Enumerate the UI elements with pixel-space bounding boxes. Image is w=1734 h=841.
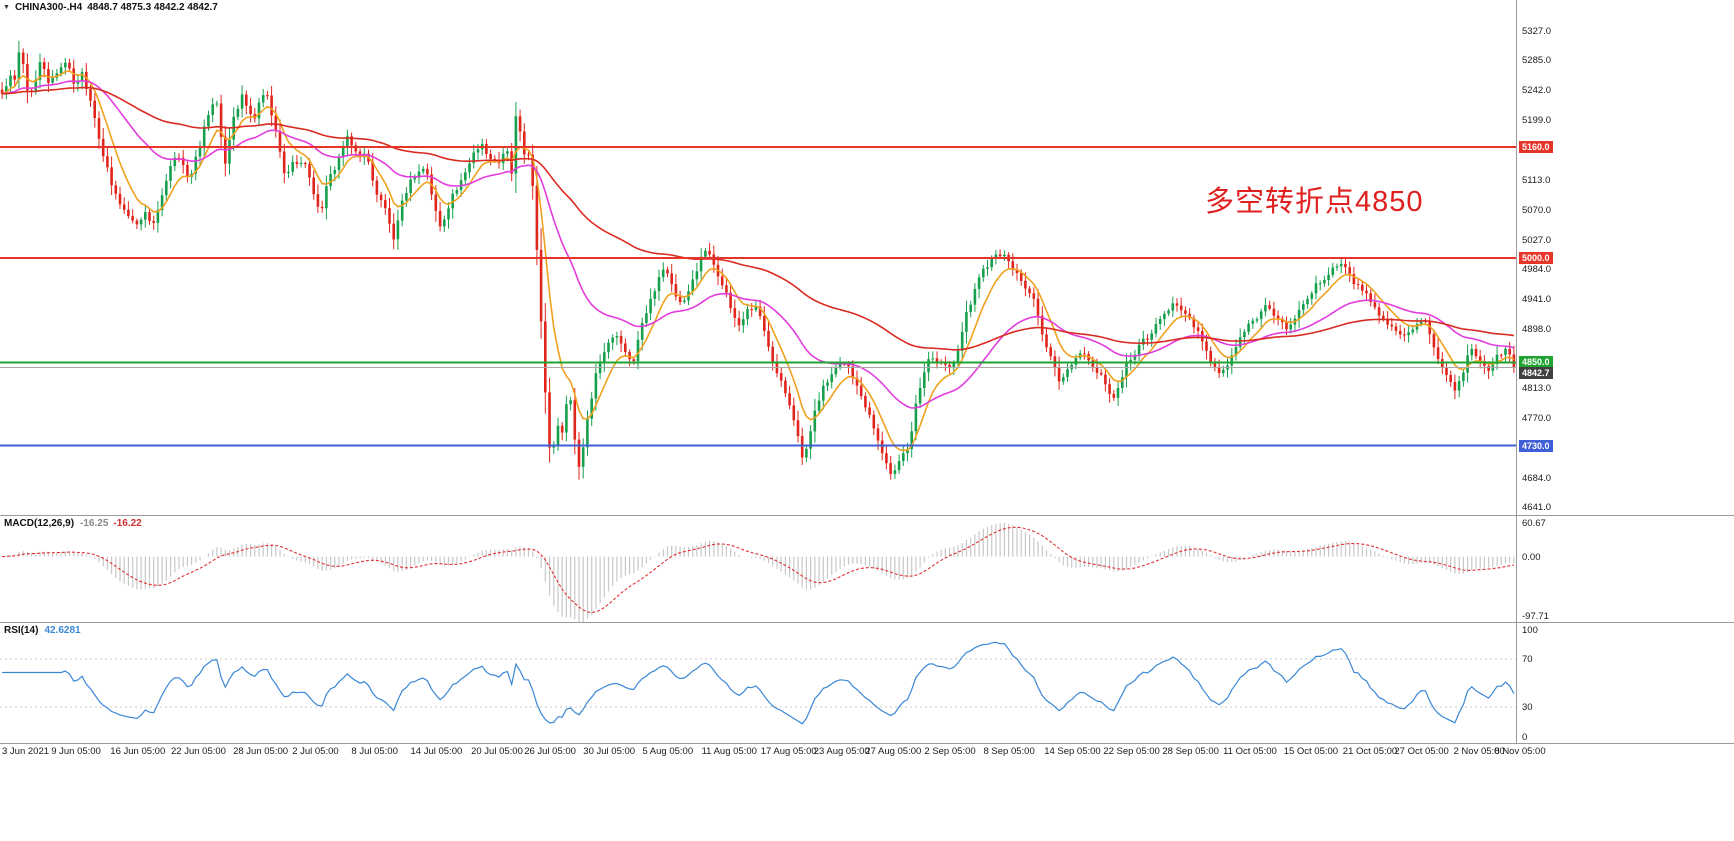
time-axis-label: 22 Sep 05:00 [1103, 746, 1160, 757]
price-axis-tick: 4898.0 [1522, 324, 1552, 335]
time-axis-label: 11 Aug 05:00 [701, 746, 757, 757]
rsi-name: RSI(14) [4, 625, 39, 636]
moving-average-lines [1, 70, 1515, 452]
price-chart-pane[interactable] [0, 0, 1516, 515]
level-price-label: 5160.0 [1519, 141, 1553, 154]
price-axis-tick: 5027.0 [1522, 234, 1552, 246]
time-axis-label: 2 Jul 05:00 [292, 746, 339, 757]
price-axis-tick: 4941.0 [1522, 294, 1552, 306]
expand-arrow-icon[interactable]: ▼ [3, 4, 10, 11]
rsi-value: 42.6281 [44, 625, 81, 636]
time-axis-label: 22 Jun 05:00 [171, 746, 226, 757]
pane-separator[interactable] [0, 622, 1734, 623]
macd-axis-label: 60.67 [1522, 518, 1546, 529]
time-axis-label: 2 Sep 05:00 [924, 746, 976, 757]
price-axis-tick: 5285.0 [1522, 55, 1552, 67]
current-price-label: 4842.7 [1519, 367, 1553, 380]
time-axis-label: 27 Oct 05:00 [1394, 746, 1449, 757]
level-price-label: 4850.0 [1519, 356, 1553, 369]
time-axis-label: 30 Jul 05:00 [583, 746, 636, 757]
time-axis-label: 28 Sep 05:00 [1162, 746, 1219, 757]
time-axis-label: 14 Jul 05:00 [410, 746, 463, 757]
time-axis-label: 9 Jun 05:00 [51, 746, 101, 757]
macd-label: MACD(12,26,9) -16.25 -16.22 [4, 518, 142, 529]
time-axis-label: 17 Aug 05:00 [760, 746, 817, 757]
macd-signal-value: -16.22 [113, 518, 142, 529]
price-axis-tick: 4641.0 [1522, 502, 1552, 514]
price-axis-tick: 4813.0 [1522, 383, 1552, 394]
macd-main-value: -16.25 [80, 518, 109, 529]
time-axis-label: 26 Jul 05:00 [524, 746, 576, 757]
time-axis-label: 21 Oct 05:00 [1342, 746, 1398, 757]
price-axis-tick: 5070.0 [1522, 204, 1552, 216]
time-axis-label: 8 Sep 05:00 [983, 746, 1035, 757]
rsi-axis-label: 30 [1522, 702, 1533, 713]
price-axis-tick: 4770.0 [1522, 412, 1552, 424]
chart-annotation-text: 多空转折点4850 [1205, 186, 1424, 218]
price-axis-tick: 5327.0 [1522, 26, 1552, 38]
price-axis-tick: 5113.0 [1522, 174, 1551, 186]
macd-indicator-pane[interactable] [0, 516, 1516, 622]
rsi-axis-label: 70 [1522, 654, 1533, 665]
time-axis-label: 3 Jun 2021 [2, 746, 50, 757]
macd-signal-line [2, 526, 1514, 614]
price-axis-tick: 4984.0 [1522, 264, 1552, 276]
level-lines [0, 146, 1516, 447]
rsi-axis-label: 100 [1522, 625, 1538, 636]
rsi-indicator-pane[interactable] [0, 623, 1516, 743]
price-axis-tick: 4684.0 [1522, 472, 1552, 484]
macd-axis-label: 0.00 [1522, 551, 1541, 563]
time-axis-label: 11 Oct 05:00 [1223, 746, 1277, 757]
candles [0, 40, 1516, 480]
time-axis-label: 23 Aug 05:00 [813, 746, 870, 757]
time-axis-label: 8 Jul 05:00 [351, 746, 398, 757]
price-axis-tick: 5199.0 [1522, 115, 1552, 127]
price-axis-tick: 5242.0 [1522, 85, 1552, 97]
time-axis-label: 15 Oct 05:00 [1283, 746, 1339, 757]
symbol-timeframe-label: CHINA300-.H4 [14, 2, 83, 13]
rsi-axis-label: 0 [1522, 732, 1528, 743]
time-axis-label: 2 Nov 05:00 [1453, 746, 1505, 757]
time-axis-label: 16 Jun 05:00 [110, 746, 166, 757]
ohlc-readout: 4848.7 4875.3 4842.2 4842.7 [87, 2, 218, 13]
rsi-label: RSI(14) 42.6281 [4, 625, 81, 636]
symbol-info-bar: ▼ CHINA300-.H4 4848.7 4875.3 4842.2 4842… [3, 2, 218, 13]
time-axis-label: 27 Aug 05:00 [865, 746, 922, 757]
pane-separator[interactable] [0, 515, 1734, 516]
macd-axis-label: -97.71 [1522, 611, 1549, 622]
time-axis-label: 8 Nov 05:00 [1494, 746, 1546, 757]
macd-histogram [5, 523, 1515, 622]
price-axis[interactable]: 5327.0 5285.0 5242.0 5199.0 5113.0 5070.0 5027… [1516, 0, 1734, 744]
rsi-line [2, 641, 1515, 725]
time-axis-label: 14 Sep 05:00 [1044, 746, 1101, 757]
pane-separator[interactable] [0, 743, 1734, 744]
level-price-label: 4730.0 [1519, 439, 1553, 452]
level-price-label: 5000.0 [1519, 252, 1553, 265]
time-axis-label: 5 Aug 05:00 [642, 746, 694, 757]
time-axis-label: 20 Jul 05:00 [471, 746, 523, 757]
time-axis[interactable]: 3 Jun 2021 9 Jun 05:00 16 Jun 05:00 22 Jun … [0, 745, 1734, 759]
macd-name: MACD(12,26,9) [4, 518, 75, 529]
time-axis-label: 28 Jun 05:00 [233, 746, 289, 757]
